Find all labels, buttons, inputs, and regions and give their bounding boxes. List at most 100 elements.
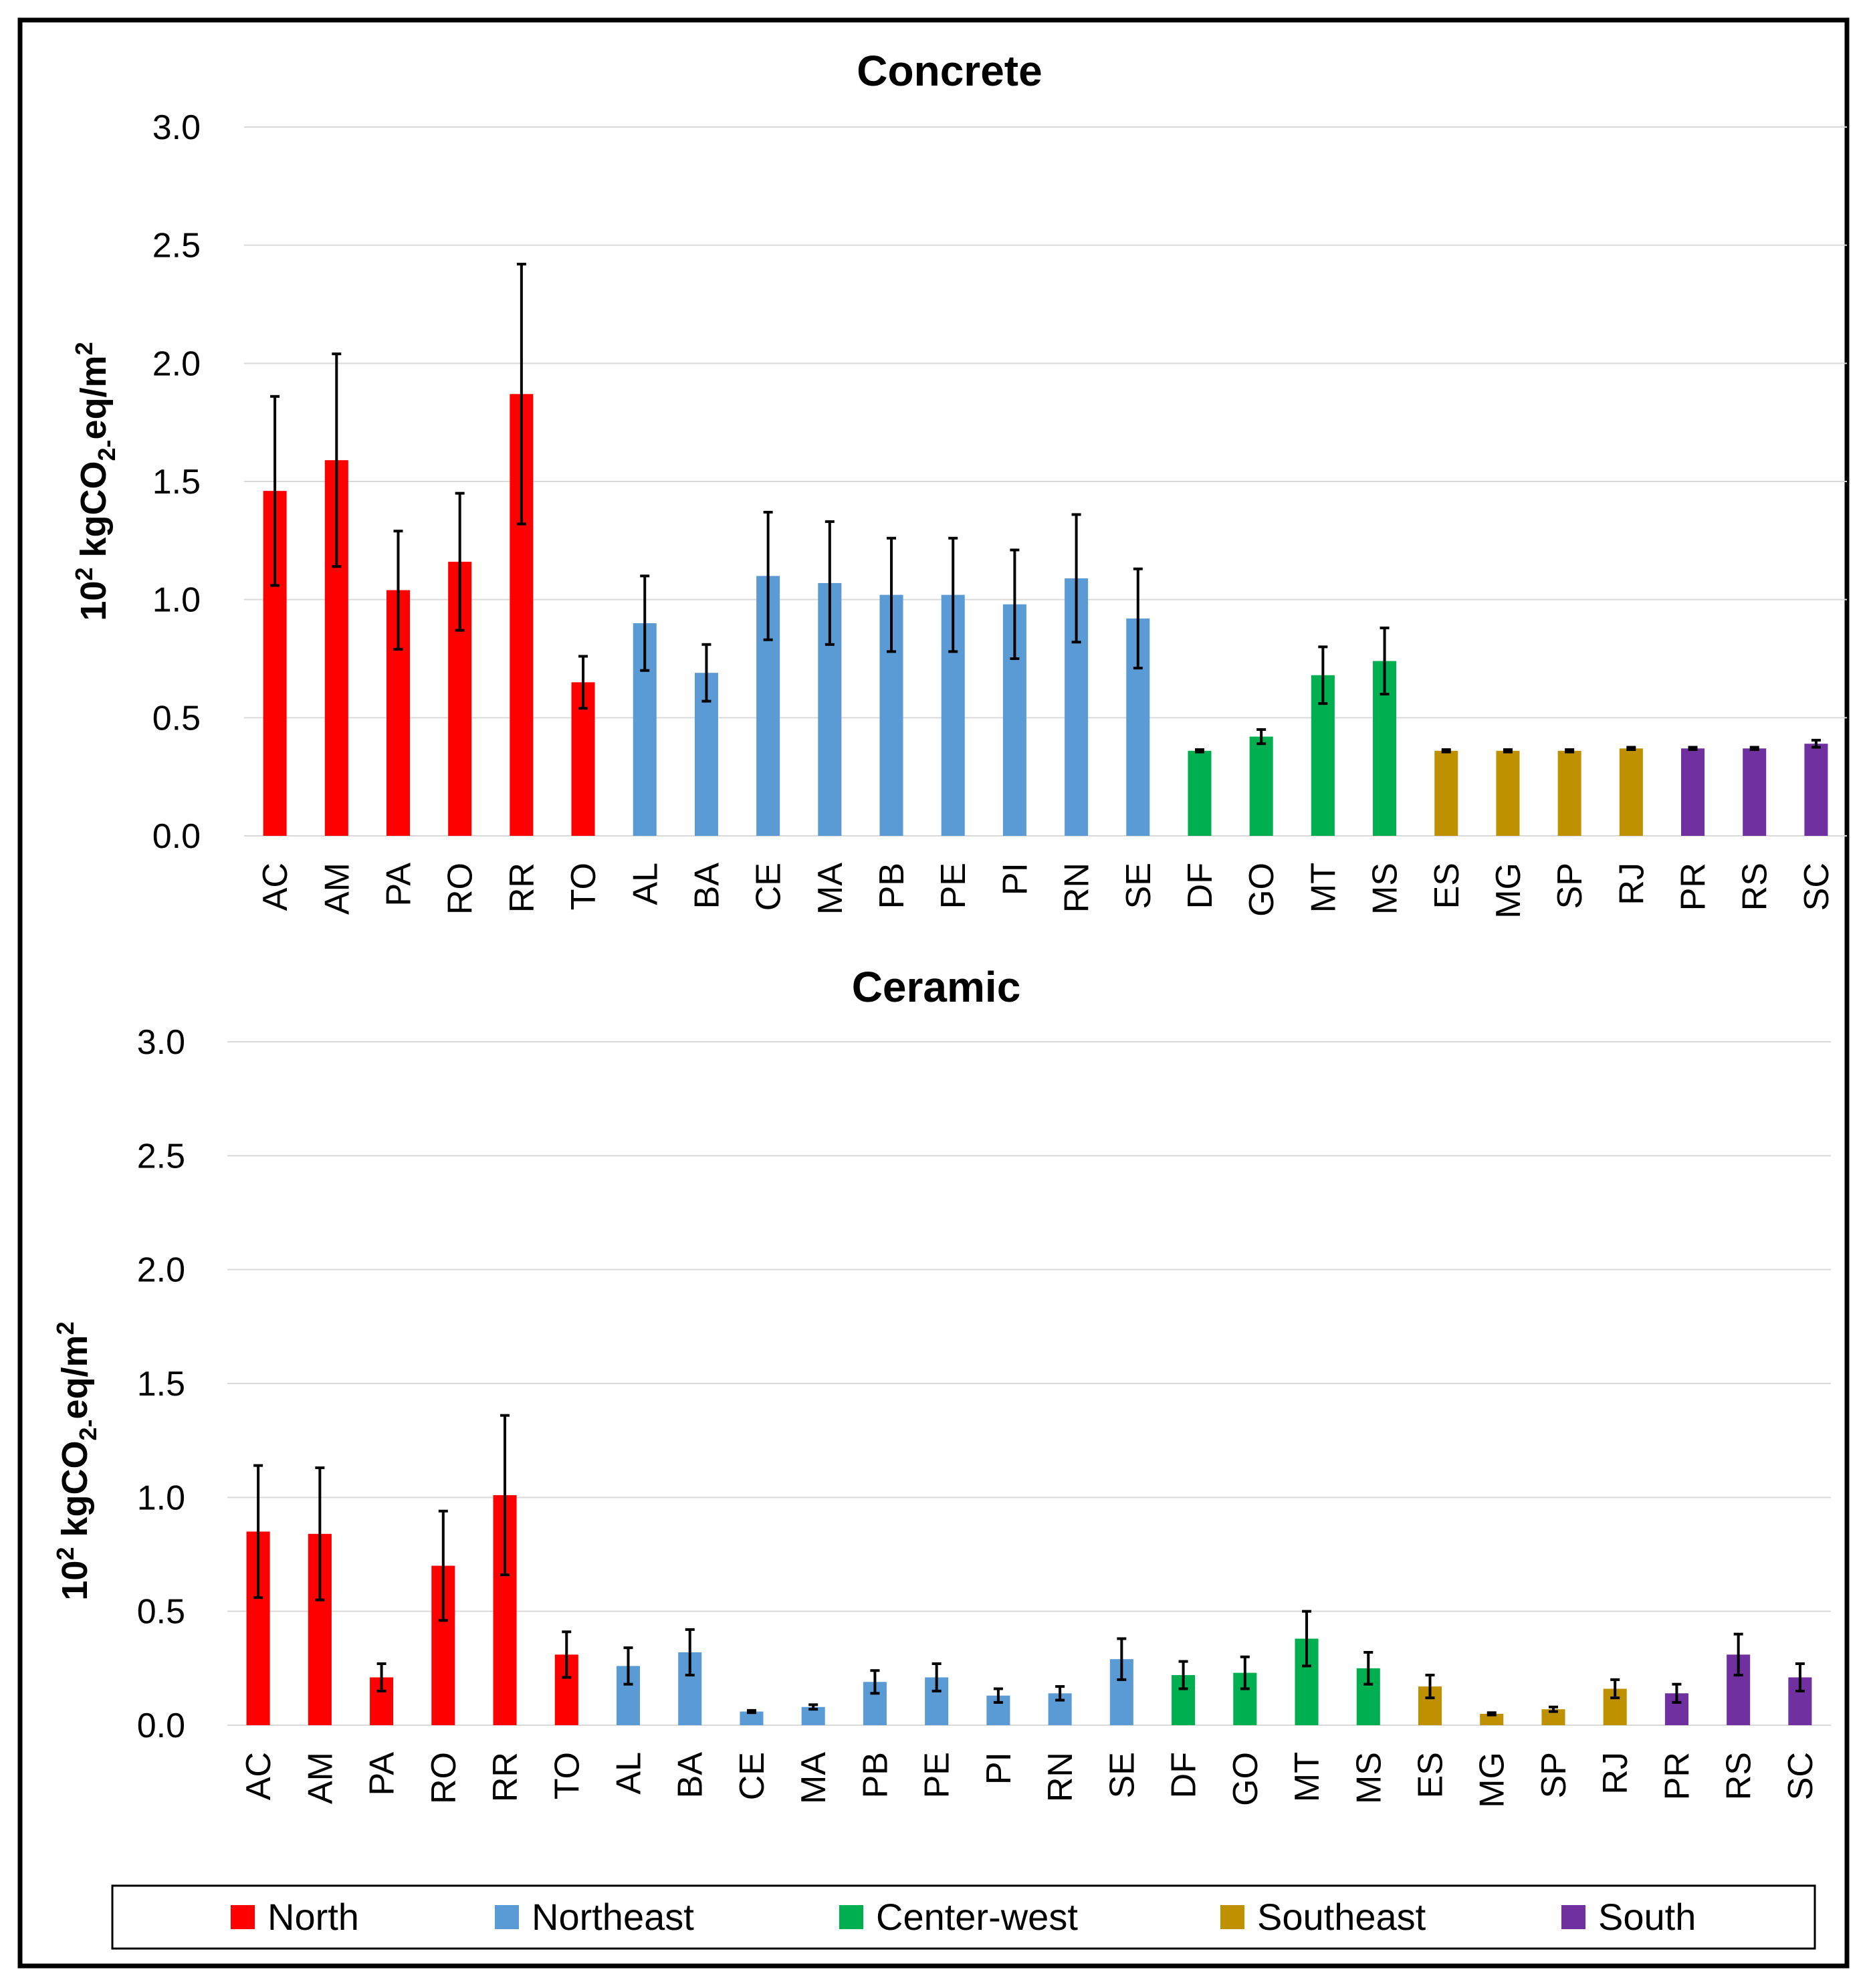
y-tick-label: 1.5 xyxy=(137,1365,185,1404)
legend-swatch-center-west xyxy=(839,1905,863,1929)
y-tick-label: 2.0 xyxy=(137,1251,185,1290)
error-bars xyxy=(253,1414,1805,1717)
x-tick-label: ES xyxy=(1428,863,1466,909)
bar-es xyxy=(1434,750,1458,836)
x-tick-label: PB xyxy=(873,863,911,909)
bar-sp xyxy=(1541,1709,1565,1725)
y-tick-label: 1.0 xyxy=(137,1478,185,1517)
x-tick-label: SP xyxy=(1535,1752,1573,1798)
x-tick-label: SC xyxy=(1781,1752,1820,1800)
x-tick-label: DF xyxy=(1165,1752,1204,1798)
y-tick-label: 0.0 xyxy=(137,1706,185,1745)
x-tick-label: GO xyxy=(1226,1752,1265,1806)
x-tick-label: RS xyxy=(1720,1752,1759,1800)
x-tick-label: BA xyxy=(687,863,726,909)
x-tick-label: RJ xyxy=(1596,1752,1635,1795)
bars xyxy=(263,394,1828,836)
x-tick-label: PB xyxy=(856,1752,895,1798)
bar-sp xyxy=(1557,750,1581,836)
x-tick-label: BA xyxy=(671,1752,710,1799)
x-tick-label: PR xyxy=(1674,863,1713,911)
x-tick-label: RN xyxy=(1041,1752,1080,1802)
x-tick-label: PE xyxy=(918,1752,957,1798)
legend-label: Northeast xyxy=(532,1896,694,1938)
x-tick-label: PI xyxy=(996,863,1034,895)
legend-label: Center-west xyxy=(876,1896,1078,1938)
chart-title: Ceramic xyxy=(852,963,1021,1011)
y-tick-label: 0.5 xyxy=(152,699,201,738)
legend-swatch-north xyxy=(231,1905,255,1929)
x-tick-label: SC xyxy=(1797,863,1836,911)
y-tick-label: 2.0 xyxy=(152,344,201,383)
x-tick-label: RJ xyxy=(1612,863,1651,905)
bar-go xyxy=(1249,736,1273,836)
bar-ce xyxy=(740,1711,764,1725)
x-tick-label: RO xyxy=(441,863,480,915)
legend: North Northeast Center-west Southeast South xyxy=(111,1884,1816,1950)
x-tick-label: AC xyxy=(239,1752,278,1800)
y-tick-label: 0.5 xyxy=(137,1593,185,1632)
concrete-chart: Concrete 0.0 0.5 1.0 1.5 2.0 2.5 3.0 102 kgCO2… xyxy=(70,47,1847,919)
x-tick-labels: AC AM PA RO RR TO AL BA CE MA PB PE PI RN SE DF GO MT MS ES… xyxy=(256,863,1836,919)
x-tick-label: CE xyxy=(750,863,788,911)
legend-label: South xyxy=(1598,1896,1696,1938)
x-tick-label: PR xyxy=(1658,1752,1696,1800)
x-tick-label: RR xyxy=(486,1752,525,1802)
legend-box xyxy=(111,1884,1816,1950)
y-tick-label: 3.0 xyxy=(137,1023,185,1062)
x-tick-label: MA xyxy=(794,1752,833,1804)
x-tick-label: MG xyxy=(1489,863,1528,919)
y-tick-label: 3.0 xyxy=(152,108,201,147)
legend-items: North Northeast Center-west Southeast South xyxy=(231,1896,1696,1938)
bar-mg xyxy=(1496,750,1520,836)
legend-swatch-south xyxy=(1561,1905,1585,1929)
x-tick-label: RR xyxy=(503,863,542,913)
y-tick-labels: 0.0 0.5 1.0 1.5 2.0 2.5 3.0 xyxy=(137,1023,185,1745)
x-tick-label: RN xyxy=(1058,863,1097,913)
bar-sc xyxy=(1804,744,1828,836)
x-tick-label: AL xyxy=(626,863,665,905)
x-tick-label: SE xyxy=(1103,1752,1141,1798)
x-tick-label: RS xyxy=(1736,863,1775,911)
x-tick-label: MS xyxy=(1366,863,1405,915)
x-tick-label: GO xyxy=(1242,863,1281,917)
x-tick-label: TO xyxy=(548,1752,586,1799)
error-bars xyxy=(270,262,1821,754)
x-tick-label: AL xyxy=(610,1752,649,1795)
bar-pr xyxy=(1681,748,1705,836)
x-tick-label: SE xyxy=(1119,863,1158,909)
x-tick-label: AM xyxy=(318,863,356,915)
legend-label: Southeast xyxy=(1257,1896,1426,1938)
x-tick-label: PA xyxy=(379,863,418,907)
y-tick-label: 0.0 xyxy=(152,817,201,856)
x-tick-label: MA xyxy=(811,863,850,915)
x-tick-label: PE xyxy=(934,863,973,909)
bar-df xyxy=(1188,750,1212,836)
x-tick-label: SP xyxy=(1551,863,1589,909)
x-tick-label: DF xyxy=(1181,863,1220,909)
x-tick-labels: AC AM PA RO RR TO AL BA CE MA PB PE PI RN SE DF GO MT MS ES… xyxy=(239,1752,1820,1808)
y-tick-label: 2.5 xyxy=(152,227,201,265)
x-tick-label: AC xyxy=(256,863,295,911)
y-tick-label: 1.0 xyxy=(152,581,201,620)
y-tick-label: 1.5 xyxy=(152,463,201,502)
legend-label: North xyxy=(267,1896,359,1938)
chart-title: Concrete xyxy=(857,47,1042,95)
x-tick-label: MT xyxy=(1304,863,1343,913)
x-tick-label: MG xyxy=(1473,1752,1512,1808)
x-tick-label: TO xyxy=(564,863,603,910)
y-axis-label: 102 kgCO2-eq/m2 xyxy=(70,342,120,621)
y-axis-label: 102 kgCO2-eq/m2 xyxy=(51,1321,102,1600)
x-tick-label: PI xyxy=(980,1752,1018,1785)
x-tick-label: ES xyxy=(1412,1752,1450,1798)
legend-swatch-northeast xyxy=(495,1905,519,1929)
x-tick-label: CE xyxy=(733,1752,772,1800)
y-tick-labels: 0.0 0.5 1.0 1.5 2.0 2.5 3.0 xyxy=(152,108,201,856)
x-tick-label: MS xyxy=(1349,1752,1388,1804)
ceramic-chart: Ceramic 0.0 0.5 1.0 1.5 2.0 2.5 3.0 102 kgCO2-… xyxy=(51,963,1831,1808)
x-tick-label: MT xyxy=(1288,1752,1327,1802)
legend-swatch-southeast xyxy=(1220,1905,1244,1929)
y-tick-label: 2.5 xyxy=(137,1137,185,1176)
bar-mg xyxy=(1480,1713,1504,1725)
